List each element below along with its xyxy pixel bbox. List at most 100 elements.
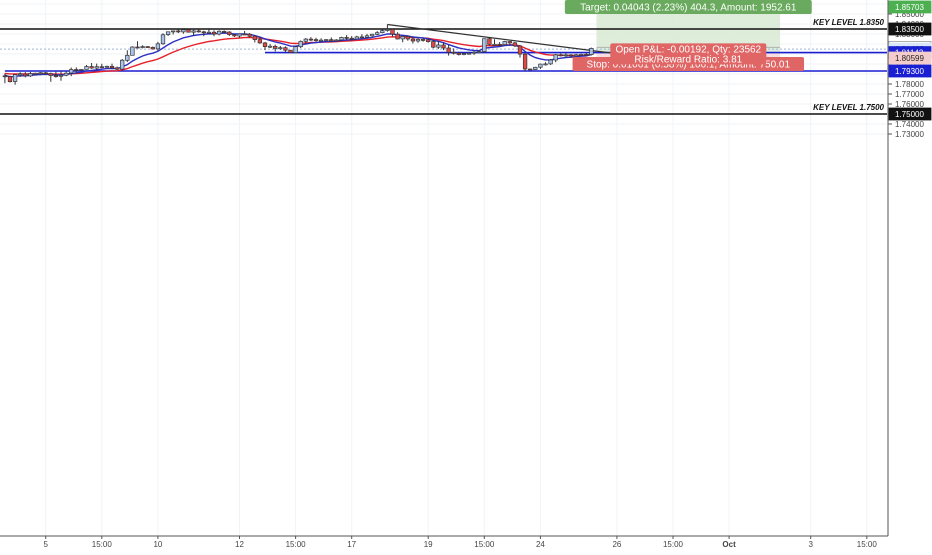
candle <box>395 32 400 40</box>
candle-body <box>28 73 33 77</box>
candle <box>125 50 130 62</box>
candle <box>558 53 563 57</box>
candle-body <box>186 29 191 33</box>
candle <box>579 53 584 56</box>
candle-body <box>23 73 28 77</box>
candle <box>262 41 268 51</box>
stop-label-text: Stop: 0.01061 (0.58%) 106.1, Amount: 750… <box>587 60 791 71</box>
candle-body <box>165 31 171 35</box>
candle <box>334 39 339 42</box>
candle-body <box>211 31 217 35</box>
candle-body <box>313 39 319 41</box>
candle <box>12 73 18 85</box>
candle-body <box>369 33 375 37</box>
candle <box>252 35 257 43</box>
candle-body <box>145 46 150 48</box>
candle-body <box>120 59 125 70</box>
time-tick-label: 15:00 <box>474 540 495 549</box>
candle-body <box>466 52 472 55</box>
time-tick-label: 15:00 <box>857 540 878 549</box>
time-tick-label: 10 <box>153 540 162 549</box>
candles <box>2 24 594 85</box>
candle <box>359 34 365 39</box>
candle <box>283 46 288 53</box>
candle <box>140 45 145 49</box>
candle <box>375 31 380 36</box>
price-tick-label: 1.76000 <box>895 100 924 109</box>
candle <box>293 46 298 54</box>
candle-body <box>446 47 451 53</box>
candle <box>23 72 28 78</box>
candle <box>538 63 543 69</box>
candle <box>461 52 467 56</box>
candle <box>385 24 390 32</box>
price-axis[interactable]: 1.860001.850001.840001.830001.820001.810… <box>887 0 932 550</box>
candle <box>354 35 359 40</box>
price-tag-text: 1.80599 <box>895 54 924 63</box>
candle-body <box>293 46 298 53</box>
candle-body <box>84 66 89 70</box>
price-axis-bg <box>888 0 932 550</box>
candle <box>313 37 319 42</box>
candle-body <box>252 35 257 40</box>
candle <box>104 65 110 68</box>
candle <box>466 52 472 55</box>
candle <box>344 35 349 40</box>
candle-body <box>390 29 395 35</box>
time-tick-label: 19 <box>424 540 433 549</box>
candle <box>400 35 405 43</box>
candle-body <box>522 53 528 70</box>
candle-body <box>579 54 584 56</box>
candle-body <box>247 33 252 37</box>
candle <box>237 33 242 38</box>
pnl-label-text: Open P&L: -0.00192, Qty: 23562 <box>615 44 761 55</box>
candle <box>227 31 232 36</box>
candle-body <box>538 63 543 68</box>
candle <box>201 30 206 37</box>
candle <box>99 63 104 69</box>
candle-body <box>94 66 99 69</box>
candle-body <box>288 49 293 53</box>
price-tick-label: 1.85000 <box>895 10 924 19</box>
candle-body <box>257 39 263 44</box>
candle-body <box>543 63 548 66</box>
candle-body <box>512 42 518 47</box>
target-label: Target: 0.04043 (2.23%) 404.3, Amount: 1… <box>564 0 812 14</box>
candle-body <box>69 69 74 74</box>
candle-body <box>43 72 48 75</box>
time-tick-label: 17 <box>347 540 356 549</box>
candle <box>247 33 252 38</box>
candle-body <box>237 33 242 37</box>
price-tick-label: 1.80000 <box>895 60 924 69</box>
candle-body <box>349 37 354 40</box>
candle-body <box>584 54 589 56</box>
candle <box>548 59 553 65</box>
candle <box>114 66 120 70</box>
candle-body <box>140 46 145 48</box>
candle <box>48 72 53 82</box>
candle <box>38 72 43 76</box>
candle <box>53 71 59 78</box>
candle-body <box>385 29 390 31</box>
candle <box>517 45 523 58</box>
target-label-bg <box>564 0 812 14</box>
price-tag: 1.83500 <box>888 22 932 36</box>
candle <box>324 39 329 42</box>
candle <box>339 36 344 42</box>
candle <box>232 33 237 37</box>
candle <box>369 33 375 37</box>
candle <box>130 46 135 56</box>
candle-body <box>191 30 196 33</box>
time-axis[interactable]: 5 15:00 10 12 15:00 17 19 15:00 24 26 15:00 Oct 3 15:… <box>0 535 888 550</box>
candle-body <box>563 54 569 57</box>
candle-body <box>109 65 115 69</box>
candle <box>257 37 263 44</box>
candle-body <box>303 38 308 42</box>
candle-body <box>477 51 482 53</box>
position-labels: Target: 0.04043 (2.23%) 404.3, Amount: 1… <box>564 0 812 72</box>
candle-body <box>130 46 135 56</box>
candle-body <box>104 65 110 68</box>
candle-body <box>441 44 446 49</box>
candle <box>211 30 217 37</box>
